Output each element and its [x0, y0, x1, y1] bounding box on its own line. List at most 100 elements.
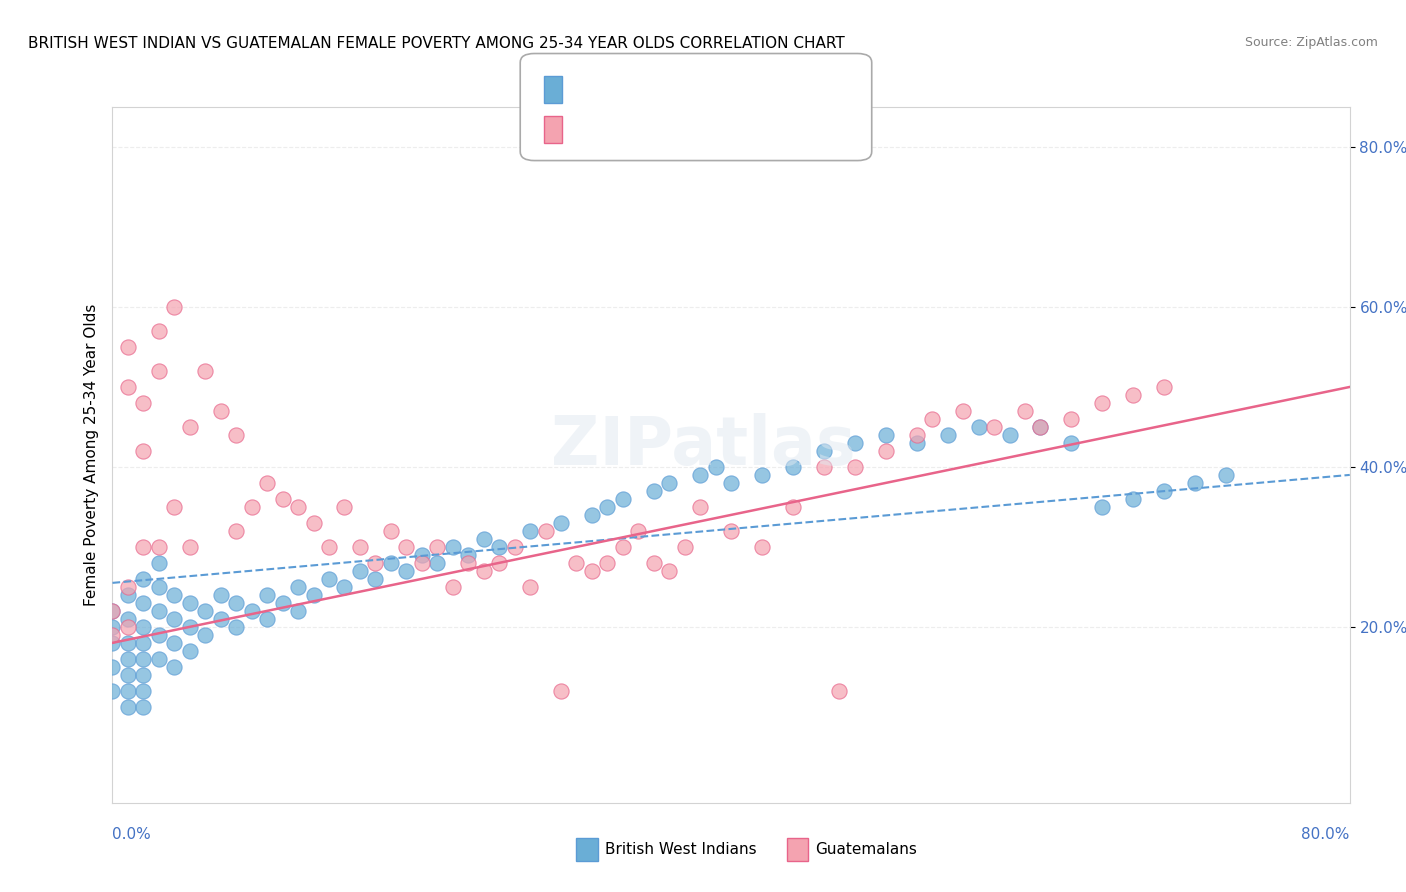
Point — [1153, 483, 1175, 498]
Point — [364, 556, 387, 570]
Point — [117, 612, 139, 626]
Point — [225, 428, 247, 442]
Point — [117, 580, 139, 594]
Point — [967, 420, 990, 434]
Point — [1029, 420, 1052, 434]
Point — [318, 540, 340, 554]
Point — [117, 683, 139, 698]
Point — [117, 620, 139, 634]
Point — [1060, 436, 1083, 450]
Point — [148, 540, 170, 554]
Point — [411, 548, 433, 562]
Text: ZIPatlas: ZIPatlas — [551, 413, 855, 479]
Point — [209, 588, 232, 602]
Point — [302, 588, 325, 602]
Text: BRITISH WEST INDIAN VS GUATEMALAN FEMALE POVERTY AMONG 25-34 YEAR OLDS CORRELATI: BRITISH WEST INDIAN VS GUATEMALAN FEMALE… — [28, 36, 845, 51]
Point — [287, 580, 309, 594]
Point — [581, 508, 603, 522]
Point — [117, 636, 139, 650]
Point — [240, 500, 263, 514]
Point — [689, 500, 711, 514]
Point — [519, 580, 541, 594]
Point — [148, 604, 170, 618]
Point — [163, 612, 186, 626]
Point — [813, 444, 835, 458]
Point — [287, 604, 309, 618]
Text: British West Indians: British West Indians — [605, 842, 756, 856]
Point — [426, 540, 449, 554]
Point — [132, 540, 155, 554]
Point — [179, 420, 201, 434]
Point — [132, 652, 155, 666]
Point — [782, 459, 804, 474]
Point — [256, 475, 278, 490]
Point — [349, 564, 371, 578]
Point — [596, 500, 619, 514]
Point — [1060, 412, 1083, 426]
Point — [179, 620, 201, 634]
Point — [720, 524, 742, 538]
Point — [225, 620, 247, 634]
Point — [117, 668, 139, 682]
Text: 0.0%: 0.0% — [112, 827, 152, 841]
Point — [844, 436, 866, 450]
Point — [117, 699, 139, 714]
Point — [302, 516, 325, 530]
Point — [441, 540, 464, 554]
Point — [349, 540, 371, 554]
Point — [565, 556, 588, 570]
Point — [148, 580, 170, 594]
Point — [101, 628, 124, 642]
Point — [101, 683, 124, 698]
Point — [364, 572, 387, 586]
Point — [550, 683, 572, 698]
Point — [179, 644, 201, 658]
Point — [658, 475, 681, 490]
Point — [1153, 380, 1175, 394]
Point — [132, 636, 155, 650]
Point — [411, 556, 433, 570]
Point — [209, 404, 232, 418]
Point — [163, 500, 186, 514]
Point — [1014, 404, 1036, 418]
Point — [132, 396, 155, 410]
Point — [905, 436, 928, 450]
Point — [921, 412, 943, 426]
Point — [534, 524, 557, 538]
Point — [1184, 475, 1206, 490]
Point — [612, 540, 634, 554]
Point — [163, 588, 186, 602]
Point — [117, 652, 139, 666]
Point — [395, 540, 418, 554]
Text: R = 0.339   N = 67: R = 0.339 N = 67 — [569, 120, 714, 134]
Text: Source: ZipAtlas.com: Source: ZipAtlas.com — [1244, 36, 1378, 49]
Point — [148, 556, 170, 570]
Point — [643, 556, 665, 570]
Point — [875, 444, 897, 458]
Point — [163, 300, 186, 314]
Point — [209, 612, 232, 626]
Point — [179, 540, 201, 554]
Point — [488, 556, 510, 570]
Point — [148, 324, 170, 338]
Point — [472, 564, 495, 578]
Point — [658, 564, 681, 578]
Point — [782, 500, 804, 514]
Point — [751, 467, 773, 482]
Point — [1122, 388, 1144, 402]
Point — [333, 500, 356, 514]
Point — [117, 340, 139, 354]
Point — [240, 604, 263, 618]
Point — [163, 660, 186, 674]
Point — [287, 500, 309, 514]
Text: Guatemalans: Guatemalans — [815, 842, 917, 856]
Point — [441, 580, 464, 594]
Point — [983, 420, 1005, 434]
Point — [952, 404, 974, 418]
Point — [612, 491, 634, 506]
Point — [101, 604, 124, 618]
Point — [457, 556, 479, 570]
Point — [875, 428, 897, 442]
Point — [179, 596, 201, 610]
Point — [132, 596, 155, 610]
